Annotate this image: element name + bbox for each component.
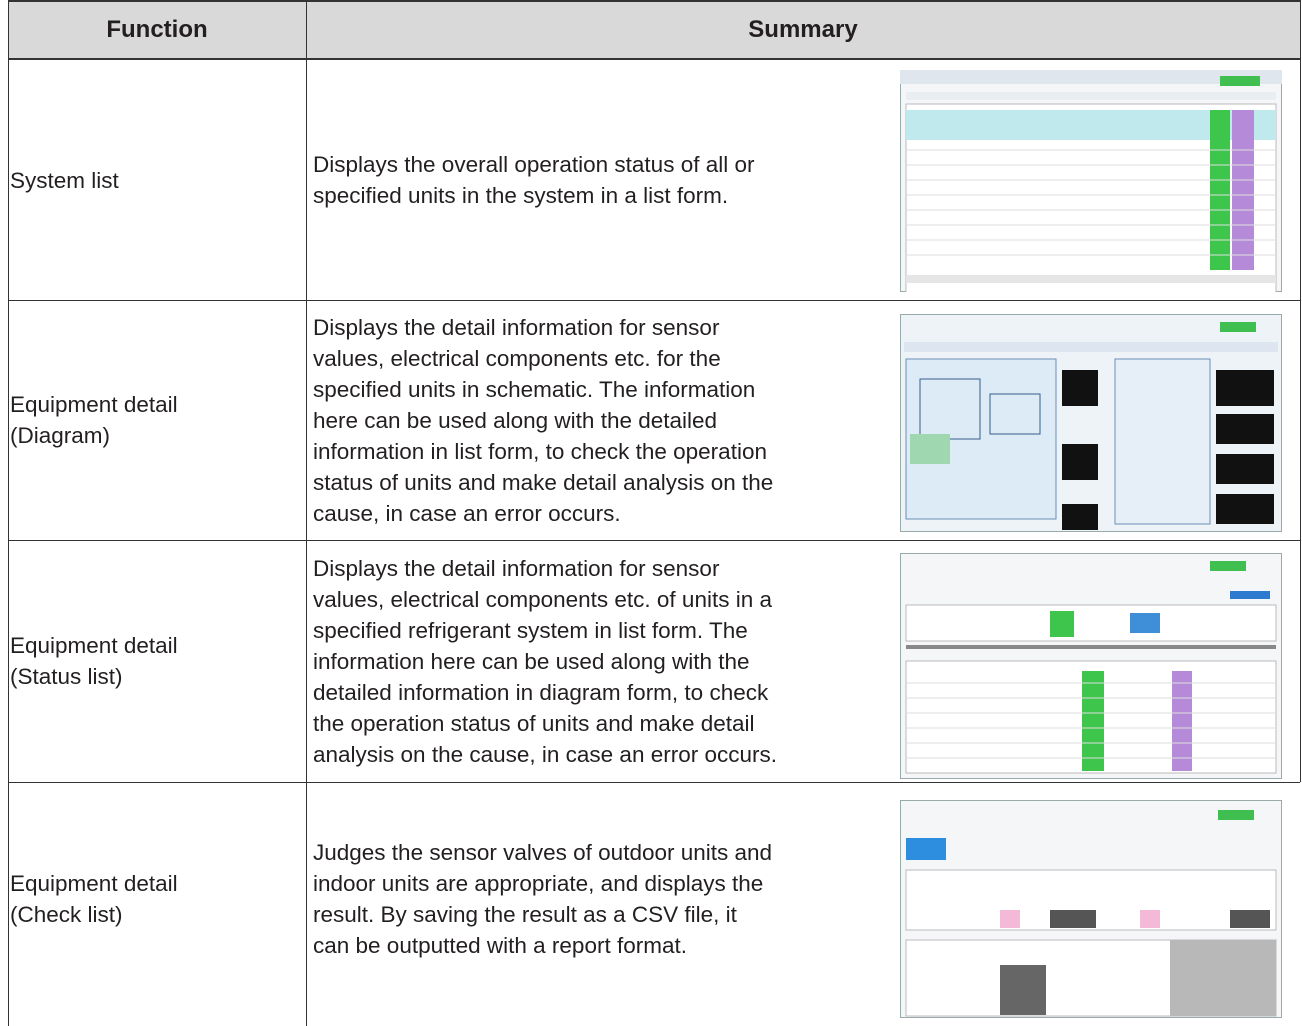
text-line: detailed information in diagram form, to… [313,679,769,705]
border [306,0,307,1026]
text-line: indoor units are appropriate, and displa… [313,871,764,896]
screenshot-thumbnail [900,553,1282,779]
text-line: (Diagram) [10,423,111,448]
text-line: Displays the detail information for sens… [313,555,720,581]
text-line: Equipment detail [10,392,178,417]
border [1300,0,1301,782]
header-summary: Summary [306,0,1300,60]
text-line: can be outputted with a report format. [313,933,687,958]
text-line: specified units in the system in a list … [313,183,729,208]
border [8,0,9,1026]
text-line: Equipment detail [10,633,178,658]
text-line: result. By saving the result as a CSV fi… [313,902,737,927]
text-line: information in list form, to check the o… [313,438,767,464]
text-line: values, electrical components etc. of un… [313,586,772,612]
function-cell: Equipment detail (Diagram) [10,300,304,540]
text-line: information here can be used along with … [313,648,750,674]
text-line: System list [10,167,119,193]
row-border [8,540,1300,541]
text-line: specified refrigerant system in list for… [313,617,748,643]
summary-cell: Displays the detail information for sens… [313,300,893,540]
text-line: status of units and make detail analysis… [313,469,774,495]
text-line: Judges the sensor valves of outdoor unit… [313,840,773,865]
text-line: analysis on the cause, in case an error … [313,741,777,767]
summary-cell: Displays the overall operation status of… [313,60,893,300]
text-line: here can be used along with the detailed [313,407,718,433]
screenshot-thumbnail [900,314,1282,532]
summary-cell: Displays the detail information for sens… [313,540,893,782]
summary-cell: Judges the sensor valves of outdoor unit… [313,782,893,1016]
text-line: Displays the detail information for sens… [313,314,720,340]
function-cell: System list [10,60,304,300]
text-line: the operation status of units and make d… [313,710,755,736]
text-line: (Status list) [10,664,123,689]
screenshot-thumbnail [900,70,1282,292]
text-line: values, electrical components etc. for t… [313,345,721,371]
text-line: Equipment detail [10,871,178,896]
function-cell: Equipment detail (Check list) [10,782,304,1016]
header-function: Function [8,0,306,60]
text-line: (Check list) [10,902,123,927]
text-line: cause, in case an error occurs. [313,500,621,526]
screenshot-thumbnail [900,800,1282,1018]
row-border [8,300,1300,301]
function-cell: Equipment detail (Status list) [10,540,304,782]
text-line: Displays the overall operation status of… [313,152,755,177]
row-border [8,782,1300,783]
text-line: specified units in schematic. The inform… [313,376,756,402]
